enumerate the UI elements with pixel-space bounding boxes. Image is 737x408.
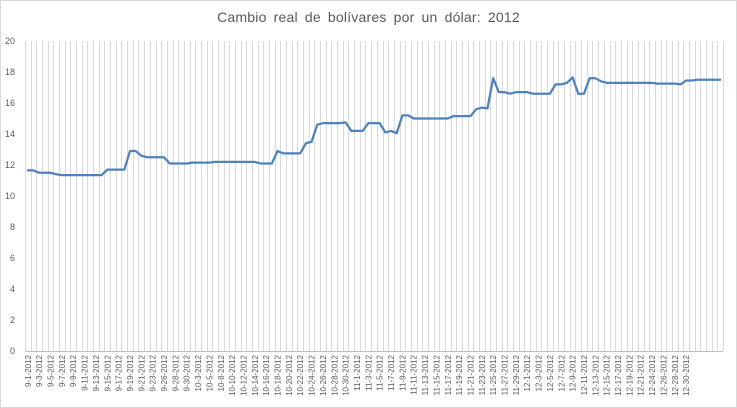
x-tick-label: 12-17-2012 — [614, 354, 623, 395]
x-tick-label: 10-8-2012 — [217, 354, 226, 391]
x-tick-label: 11-9-2012 — [398, 354, 407, 390]
x-tick-label: 11-5-2012 — [376, 354, 385, 390]
x-tick-label: 9-23-2012 — [149, 354, 158, 391]
x-tick-label: 12-21-2012 — [637, 354, 646, 395]
x-tick-label: 10-10-2012 — [228, 354, 237, 395]
chart-title: Cambio real de bolívares por un dólar: 2… — [217, 9, 520, 25]
x-tick-label: 9-9-2012 — [69, 354, 78, 387]
x-tick-label: 11-3-2012 — [364, 354, 373, 390]
y-tick-label: 2 — [10, 315, 15, 325]
x-tick-label: 9-28-2012 — [171, 354, 180, 391]
x-tick-label: 10-14-2012 — [251, 354, 260, 395]
x-tick-label: 11-13-2012 — [421, 354, 430, 395]
x-tick-label: 12-24-2012 — [648, 354, 657, 395]
x-tick-label: 12-7-2012 — [557, 354, 566, 391]
x-tick-label: 10-24-2012 — [308, 354, 317, 395]
x-tick-label: 9-7-2012 — [58, 354, 67, 387]
y-tick-label: 12 — [5, 160, 15, 170]
x-tick-label: 11-21-2012 — [466, 354, 475, 395]
x-tick-label: 10-26-2012 — [319, 354, 328, 395]
x-tick-label: 10-28-2012 — [330, 354, 339, 395]
y-tick-label: 6 — [10, 253, 15, 263]
x-tick-label: 12-5-2012 — [546, 354, 555, 391]
x-tick-label: 10-18-2012 — [274, 354, 283, 395]
x-tick-label: 11-1-2012 — [353, 354, 362, 390]
x-tick-label: 12-3-2012 — [535, 354, 544, 391]
y-tick-label: 20 — [5, 36, 15, 46]
x-tick-label: 11-29-2012 — [512, 354, 521, 395]
x-tick-label: 9-15-2012 — [103, 354, 112, 391]
x-tick-label: 11-19-2012 — [455, 354, 464, 395]
x-tick-label: 11-27-2012 — [501, 354, 510, 395]
x-tick-label: 11-15-2012 — [432, 354, 441, 395]
y-tick-label: 0 — [10, 346, 15, 356]
x-tick-label: 12-26-2012 — [659, 354, 668, 395]
x-tick-label: 9-5-2012 — [47, 354, 56, 387]
x-tick-label: 12-28-2012 — [671, 354, 680, 395]
x-tick-label: 9-19-2012 — [126, 354, 135, 391]
x-tick-label: 12-19-2012 — [625, 354, 634, 395]
y-tick-label: 14 — [5, 129, 15, 139]
x-tick-label: 11-7-2012 — [387, 354, 396, 390]
x-tick-label: 10-16-2012 — [262, 354, 271, 395]
x-tick-label: 9-11-2012 — [81, 354, 90, 390]
y-tick-label: 10 — [5, 191, 15, 201]
x-tick-label: 9-17-2012 — [115, 354, 124, 391]
x-tick-label: 9-26-2012 — [160, 354, 169, 391]
x-tick-label: 9-1-2012 — [24, 354, 33, 387]
x-tick-label: 12-11-2012 — [580, 354, 589, 395]
x-tick-label: 10-3-2012 — [194, 354, 203, 391]
x-tick-label: 11-23-2012 — [478, 354, 487, 395]
x-tick-label: 9-21-2012 — [137, 354, 146, 391]
x-tick-label: 10-20-2012 — [285, 354, 294, 395]
x-tick-label: 12-13-2012 — [591, 354, 600, 395]
series-line — [26, 76, 722, 177]
x-tick-label: 11-11-2012 — [410, 354, 419, 394]
x-tick-label: 9-3-2012 — [35, 354, 44, 387]
x-tick-label: 9-13-2012 — [92, 354, 101, 391]
x-tick-label: 10-5-2012 — [205, 354, 214, 391]
y-tick-label: 16 — [5, 98, 15, 108]
x-tick-label: 9-30-2012 — [183, 354, 192, 391]
x-tick-label: 12-30-2012 — [682, 354, 691, 395]
x-tick-label: 10-30-2012 — [342, 354, 351, 395]
y-tick-label: 8 — [10, 222, 15, 232]
x-tick-label: 12-1-2012 — [523, 354, 532, 391]
x-tick-label: 12-9-2012 — [569, 354, 578, 391]
y-tick-label: 4 — [10, 284, 15, 294]
x-tick-label: 11-17-2012 — [444, 354, 453, 395]
x-tick-label: 10-22-2012 — [296, 354, 305, 395]
x-tick-label: 10-12-2012 — [239, 354, 248, 395]
y-tick-label: 18 — [5, 67, 15, 77]
x-tick-label: 11-25-2012 — [489, 354, 498, 395]
x-tick-label: 12-15-2012 — [603, 354, 612, 395]
